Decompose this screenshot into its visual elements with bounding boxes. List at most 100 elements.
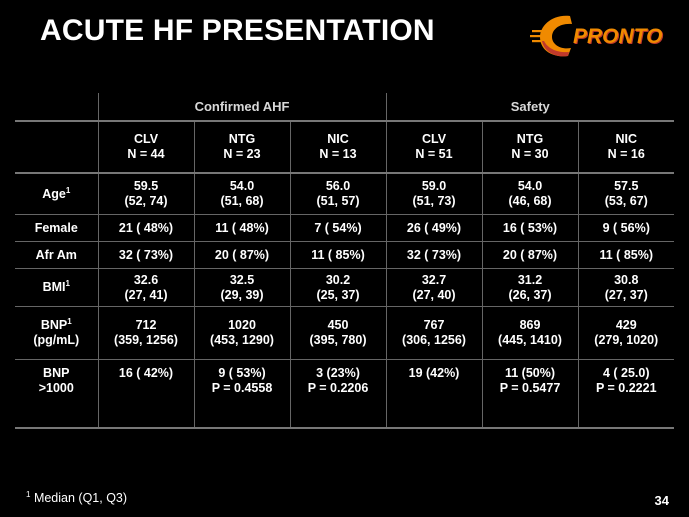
logo-text-shadow: PRONTO bbox=[574, 26, 663, 49]
cell-subvalue: (445, 1410) bbox=[498, 333, 562, 347]
data-cell: 32 ( 73%) bbox=[385, 241, 482, 269]
group-confirmed-ahf: Confirmed AHF bbox=[97, 93, 386, 122]
header-label-cell bbox=[15, 121, 98, 174]
row-label-sup: 1 bbox=[67, 316, 72, 326]
logo-text: PRONTO bbox=[573, 25, 662, 48]
data-cell: 26 ( 49%) bbox=[385, 214, 482, 242]
data-cell: 32.5 (29, 39) bbox=[193, 268, 290, 307]
data-cell: 20 ( 87%) bbox=[481, 241, 578, 269]
row-label: BMI1 bbox=[15, 268, 98, 307]
data-cell: 3 (23%) P = 0.2206 bbox=[289, 359, 386, 429]
column-header: NIC N = 13 bbox=[289, 121, 386, 174]
data-cell: 31.2 (26, 37) bbox=[481, 268, 578, 307]
table-row: BNP1 (pg/mL) 712 (359, 1256) 1020 (453, 1290)… bbox=[15, 306, 675, 360]
table-row: BNP >1000 16 ( 42%) 9 ( 53%) P = 0.4558 3 (23… bbox=[15, 359, 675, 429]
cell-value: 11 ( 85%) bbox=[311, 247, 365, 262]
cell-value: 11 (50%) bbox=[504, 366, 556, 380]
data-cell: 59.0 (51, 73) bbox=[385, 173, 482, 215]
row-label-text: BNP bbox=[43, 366, 70, 380]
data-cell: 429 (279, 1020) bbox=[577, 306, 675, 360]
cell-subvalue: (279, 1020) bbox=[594, 333, 659, 347]
row-label-text: BMI bbox=[42, 280, 66, 294]
row-label-text: Afr Am bbox=[35, 247, 77, 262]
cell-value: 767 bbox=[423, 318, 445, 332]
column-n: N = 44 bbox=[127, 147, 165, 161]
page-number: 34 bbox=[654, 493, 669, 508]
cell-subvalue: (51, 57) bbox=[316, 194, 360, 208]
data-cell: 11 (50%) P = 0.5477 bbox=[481, 359, 578, 429]
cell-value: 16 ( 53%) bbox=[502, 220, 558, 235]
row-label-sub: (pg/mL) bbox=[33, 333, 80, 347]
cell-value: 7 ( 54%) bbox=[314, 220, 362, 235]
cell-value: 30.8 bbox=[614, 272, 639, 287]
data-cell: 32.6 (27, 41) bbox=[97, 268, 194, 307]
cell-value: 20 ( 87%) bbox=[214, 247, 270, 262]
cell-subvalue: (453, 1290) bbox=[210, 333, 274, 347]
cell-subvalue: P = 0.5477 bbox=[499, 381, 561, 395]
cell-value: 11 ( 85%) bbox=[599, 247, 654, 262]
column-n: N = 30 bbox=[511, 147, 549, 161]
data-cell: 19 (42%) bbox=[385, 359, 482, 429]
cell-value: 54.0 bbox=[517, 179, 543, 193]
cell-subvalue: (25, 37) bbox=[316, 287, 360, 302]
cell-value: 32.7 bbox=[421, 272, 447, 287]
footnote-marker: 1 bbox=[26, 490, 31, 499]
cell-value: 9 ( 53%) bbox=[218, 366, 266, 380]
column-arm: NTG bbox=[516, 132, 544, 146]
data-cell: 11 ( 85%) bbox=[577, 241, 675, 269]
cell-value: 712 bbox=[135, 318, 157, 332]
cell-value: 59.5 bbox=[133, 179, 159, 193]
cell-subvalue: P = 0.2206 bbox=[307, 381, 369, 395]
cell-subvalue: (51, 68) bbox=[220, 194, 264, 208]
row-label-sup: 1 bbox=[65, 185, 71, 195]
column-arm: CLV bbox=[421, 132, 447, 146]
cell-value: 450 bbox=[327, 318, 349, 332]
column-n: N = 23 bbox=[223, 147, 261, 161]
cell-subvalue: (27, 40) bbox=[412, 287, 456, 302]
cell-value: 54.0 bbox=[229, 179, 255, 193]
cell-subvalue: (29, 39) bbox=[220, 287, 264, 302]
row-label-sub: >1000 bbox=[38, 381, 74, 395]
data-cell: 57.5 (53, 67) bbox=[577, 173, 675, 215]
cell-value: 9 ( 56%) bbox=[602, 220, 650, 235]
row-label-text: BNP bbox=[40, 318, 68, 332]
data-cell: 21 ( 48%) bbox=[97, 214, 194, 242]
data-cell: 4 ( 25.0) P = 0.2221 bbox=[577, 359, 675, 429]
presentation-table: Confirmed AHF Safety CLV N = 44 NTG N = 23 N… bbox=[15, 93, 675, 429]
slide-title: ACUTE HF PRESENTATION bbox=[40, 14, 435, 47]
cell-value: 57.5 bbox=[614, 179, 639, 193]
cell-value: 59.0 bbox=[421, 179, 447, 193]
data-cell: 11 ( 48%) bbox=[193, 214, 290, 242]
data-cell: 7 ( 54%) bbox=[289, 214, 386, 242]
column-header: NTG N = 30 bbox=[481, 121, 578, 174]
cell-subvalue: (27, 41) bbox=[124, 287, 168, 302]
cell-subvalue: P = 0.2221 bbox=[595, 381, 657, 395]
table-row: Age1 59.5 (52, 74) 54.0 (51, 68) 56.0 (51, 57)… bbox=[15, 173, 675, 215]
cell-subvalue: (306, 1256) bbox=[402, 333, 466, 347]
row-label-sup: 1 bbox=[65, 278, 70, 288]
cell-value: 4 ( 25.0) bbox=[602, 366, 650, 380]
data-cell: 11 ( 85%) bbox=[289, 241, 386, 269]
row-label: BNP >1000 bbox=[15, 359, 98, 429]
column-header: NIC N = 16 bbox=[577, 121, 675, 174]
table-row: Afr Am 32 ( 73%) 20 ( 87%) 11 ( 85%) 32 ( 73… bbox=[15, 241, 675, 269]
cell-value: 32 ( 73%) bbox=[118, 247, 174, 262]
data-cell: 32 ( 73%) bbox=[97, 241, 194, 269]
column-n: N = 51 bbox=[415, 147, 453, 161]
corner-cell bbox=[15, 93, 98, 122]
data-cell: 16 ( 53%) bbox=[481, 214, 578, 242]
column-arm: NIC bbox=[615, 132, 638, 146]
cell-value: 19 (42%) bbox=[408, 366, 460, 380]
column-arm: NTG bbox=[228, 132, 256, 146]
footnote: 1 Median (Q1, Q3) bbox=[26, 490, 127, 505]
cell-value: 31.2 bbox=[517, 272, 543, 287]
cell-subvalue: (26, 37) bbox=[508, 287, 552, 302]
column-arm: CLV bbox=[133, 132, 159, 146]
cell-subvalue: (52, 74) bbox=[124, 194, 168, 208]
data-cell: 9 ( 56%) bbox=[577, 214, 675, 242]
cell-value: 3 (23%) bbox=[316, 366, 360, 380]
pronto-logo-graphic: PRONTO PRONTO bbox=[530, 15, 663, 57]
data-cell: 767 (306, 1256) bbox=[385, 306, 482, 360]
row-label: Female bbox=[15, 214, 98, 242]
column-arm: NIC bbox=[327, 132, 349, 146]
